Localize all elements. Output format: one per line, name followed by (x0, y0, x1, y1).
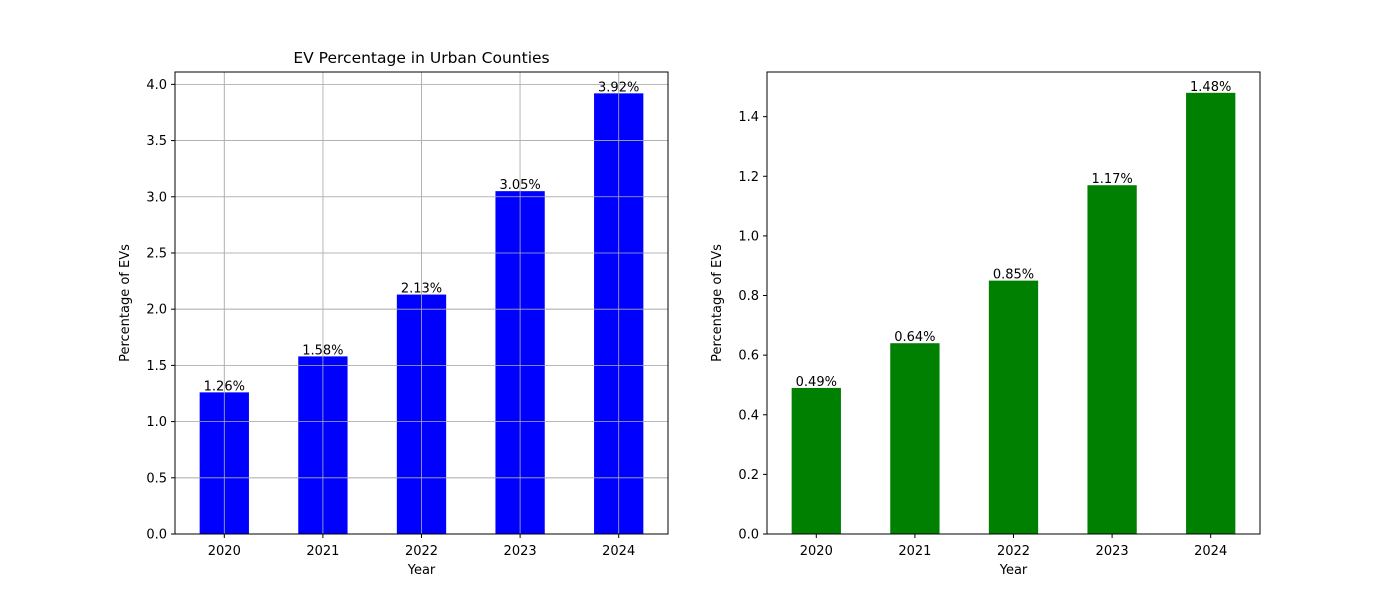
data-label: 1.58% (302, 343, 343, 358)
y-tick-label: 1.2 (738, 170, 759, 185)
y-tick-label: 0.0 (146, 528, 167, 543)
data-label: 1.26% (204, 379, 245, 394)
data-label: 0.49% (796, 375, 837, 390)
y-tick-label: 3.5 (146, 134, 167, 149)
y-tick-label: 0.6 (738, 349, 759, 364)
bar-2023 (1087, 185, 1137, 534)
y-axis-label: Percentage of EVs (710, 244, 725, 362)
y-tick-label: 1.4 (738, 110, 759, 125)
x-tick-label: 2024 (602, 544, 635, 559)
data-label: 2.13% (401, 282, 442, 297)
chart-urban: 1.26% 1.58% 2.13% 3.05% 3.92% 0.0 0.5 1.0 1.5 2.0… (118, 49, 669, 578)
x-axis-label: Year (999, 563, 1028, 578)
x-tick-label: 2020 (208, 544, 241, 559)
x-tick-label: 2022 (997, 544, 1030, 559)
y-tick-label: 0.8 (738, 289, 759, 304)
data-label: 1.48% (1190, 80, 1231, 95)
x-tick-label: 2024 (1194, 544, 1227, 559)
x-tick-label: 2021 (898, 544, 931, 559)
data-label: 0.85% (993, 268, 1034, 283)
y-axis-label: Percentage of EVs (118, 244, 133, 362)
y-tick-label: 0.2 (738, 468, 759, 483)
data-label: 3.05% (499, 178, 540, 193)
bar-2021 (890, 343, 940, 534)
y-tick-label: 0.4 (738, 408, 759, 423)
x-tick-label: 2022 (405, 544, 438, 559)
y-tick-label: 1.0 (738, 229, 759, 244)
bar-2020 (791, 387, 841, 534)
y-tick-label: 2.0 (146, 303, 167, 318)
chart-rural: 0.49% 0.64% 0.85% 1.17% 1.48% 0.0 0.2 0.4 0.6 0.8… (710, 71, 1261, 578)
y-tick-label: 2.5 (146, 246, 167, 261)
y-tick-label: 3.0 (146, 190, 167, 205)
bar-2024 (1186, 92, 1236, 534)
bar-2022 (988, 280, 1039, 534)
chart-title: EV Percentage in Urban Counties (293, 49, 549, 67)
x-tick-label: 2023 (1096, 544, 1129, 559)
x-tick-label: 2021 (306, 544, 339, 559)
data-label: 0.64% (894, 330, 935, 345)
x-tick-label: 2023 (504, 544, 537, 559)
y-tick-label: 4.0 (146, 78, 167, 93)
x-axis-label: Year (407, 563, 436, 578)
data-label: 1.17% (1091, 172, 1132, 187)
data-label: 3.92% (598, 80, 639, 95)
y-tick-label: 1.0 (146, 415, 167, 430)
y-tick-label: 0.5 (146, 471, 167, 486)
x-tick-label: 2020 (800, 544, 833, 559)
y-tick-label: 0.0 (738, 528, 759, 543)
y-tick-label: 1.5 (146, 359, 167, 374)
